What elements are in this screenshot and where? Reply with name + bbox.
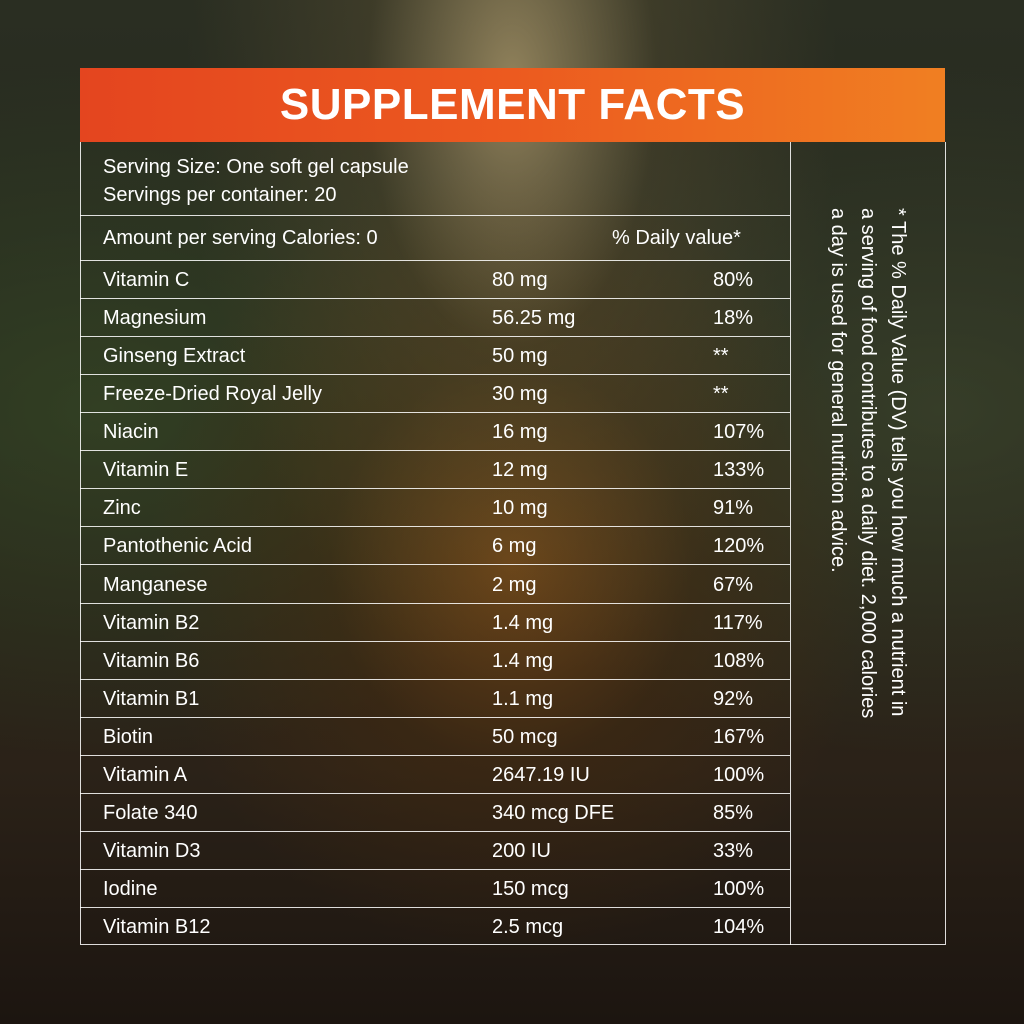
- nutrient-amount: 150 mcg: [492, 877, 569, 900]
- nutrient-name: Vitamin A: [103, 763, 188, 786]
- row-divider: [80, 830, 790, 832]
- row-divider: [80, 488, 790, 490]
- nutrient-amount: 6 mg: [492, 535, 537, 558]
- footnote: * The % Daily Value (DV) tells you how m…: [813, 208, 913, 908]
- daily-value: 18%: [713, 307, 754, 330]
- footnote-line: a day is used for general nutrition advi…: [827, 208, 849, 573]
- nutrient-name: Magnesium: [103, 307, 207, 330]
- nutrient-name: Manganese: [103, 573, 208, 596]
- row-divider: [80, 678, 790, 680]
- nutrient-name: Pantothenic Acid: [103, 535, 252, 558]
- nutrient-amount: 12 mg: [492, 459, 548, 482]
- row-divider: [80, 602, 790, 604]
- row-divider: [80, 868, 790, 870]
- nutrient-amount: 56.25 mg: [492, 307, 576, 330]
- daily-value: 85%: [713, 801, 754, 824]
- nutrient-name: Vitamin D3: [103, 839, 201, 862]
- row-divider: [80, 526, 790, 528]
- nutrient-name: Folate 340: [103, 801, 198, 824]
- daily-value: 104%: [713, 916, 765, 938]
- nutrient-amount: 1.4 mg: [492, 649, 554, 672]
- daily-value: 117%: [713, 611, 763, 634]
- daily-value: 100%: [713, 877, 765, 900]
- row-divider: [80, 260, 790, 261]
- nutrient-amount: 1.1 mg: [492, 687, 554, 710]
- nutrient-amount: 30 mg: [492, 383, 548, 406]
- row-divider: [80, 754, 790, 756]
- nutrient-amount: 10 mg: [492, 497, 548, 520]
- daily-value: 100%: [713, 763, 765, 786]
- nutrient-name: Iodine: [103, 877, 158, 900]
- nutrient-amount: 340 mcg DFE: [492, 801, 615, 824]
- nutrient-name: Freeze-Dried Royal Jelly: [103, 383, 322, 406]
- daily-value: **: [713, 345, 729, 368]
- nutrient-amount: 16 mg: [492, 421, 548, 444]
- daily-value: 167%: [713, 725, 765, 748]
- nutrient-amount: 50 mcg: [492, 725, 558, 748]
- daily-value: 133%: [713, 459, 765, 482]
- footnote-line: * The % Daily Value (DV) tells you how m…: [887, 208, 909, 717]
- daily-value: 120%: [713, 535, 765, 558]
- row-divider: [80, 716, 790, 718]
- nutrient-amount: 2 mg: [492, 573, 537, 596]
- row-divider: [80, 412, 790, 414]
- nutrient-name: Ginseng Extract: [103, 345, 246, 368]
- footnote-line: a serving of food contributes to a daily…: [857, 208, 879, 719]
- daily-value: 92%: [713, 687, 754, 710]
- nutrient-name: Vitamin B1: [103, 687, 200, 710]
- nutrient-name: Vitamin C: [103, 269, 190, 291]
- nutrient-name: Vitamin B2: [103, 611, 200, 634]
- dv-header: % Daily value*: [612, 227, 741, 249]
- nutrient-amount: 80 mg: [492, 269, 548, 291]
- daily-value: 33%: [713, 839, 754, 862]
- nutrient-name: Zinc: [103, 497, 141, 520]
- serving-size: Serving Size: One soft gel capsule: [103, 156, 409, 178]
- row-divider: [80, 374, 790, 376]
- amount-header: Amount per serving Calories: 0: [103, 227, 378, 249]
- daily-value: 108%: [713, 649, 765, 672]
- facts-box: [80, 142, 946, 945]
- nutrient-name: Vitamin B12: [103, 916, 211, 938]
- row-divider: [80, 564, 790, 566]
- nutrient-amount: 2.5 mcg: [492, 916, 564, 938]
- nutrient-name: Biotin: [103, 725, 154, 748]
- nutrient-name: Niacin: [103, 421, 159, 444]
- daily-value: 91%: [713, 497, 754, 520]
- row-divider: [80, 792, 790, 794]
- nutrient-amount: 200 IU: [492, 839, 551, 862]
- nutrient-amount: 1.4 mg: [492, 611, 554, 634]
- row-divider: [80, 215, 790, 216]
- title: SUPPLEMENT FACTS: [279, 80, 746, 129]
- nutrient-amount: 50 mg: [492, 345, 548, 368]
- servings-per-container: Servings per container: 20: [103, 184, 337, 206]
- daily-value: 107%: [713, 421, 765, 444]
- row-divider: [80, 640, 790, 642]
- row-divider: [80, 906, 790, 908]
- nutrient-amount: 2647.19 IU: [492, 763, 590, 786]
- nutrient-name: Vitamin B6: [103, 649, 200, 672]
- daily-value: **: [713, 383, 729, 406]
- daily-value: 80%: [713, 269, 754, 291]
- daily-value: 67%: [713, 573, 754, 596]
- column-divider: [790, 142, 791, 945]
- header-bar: SUPPLEMENT FACTS: [80, 68, 945, 142]
- row-divider: [80, 298, 790, 300]
- nutrient-name: Vitamin E: [103, 459, 189, 482]
- row-divider: [80, 336, 790, 338]
- row-divider: [80, 450, 790, 452]
